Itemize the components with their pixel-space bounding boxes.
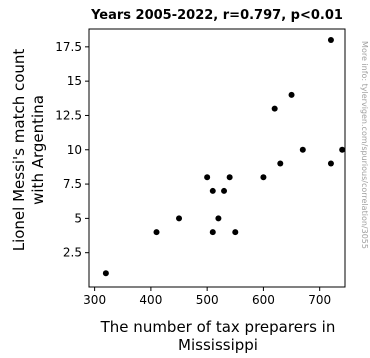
data-point <box>226 174 233 181</box>
x-tick-label: 600 <box>252 293 275 307</box>
y-tick-label: 2.5 <box>63 246 82 260</box>
x-tick-label: 700 <box>308 293 331 307</box>
y-tick-label: 17.5 <box>55 40 82 54</box>
chart-title: Years 2005-2022, r=0.797, p<0.01 <box>90 8 343 23</box>
x-tick-label: 400 <box>139 293 162 307</box>
x-tick-label: 300 <box>83 293 106 307</box>
y-axis-label-line-2: with Argentina <box>29 95 47 205</box>
data-point <box>260 174 267 181</box>
x-tick-label: 500 <box>196 293 219 307</box>
data-point <box>102 270 109 277</box>
y-axis-label-line-1: Lionel Messi's match count <box>10 49 28 252</box>
data-point <box>232 229 239 236</box>
data-point <box>288 91 295 98</box>
plot-frame <box>88 28 346 288</box>
y-axis-label: Lionel Messi's match count with Argentin… <box>10 49 47 252</box>
data-point <box>176 215 183 222</box>
y-tick-label: 7.5 <box>63 177 82 191</box>
y-tick-label: 12.5 <box>55 108 82 122</box>
data-point <box>271 105 278 112</box>
data-point <box>204 174 211 181</box>
y-tick-label: 15 <box>67 74 82 88</box>
data-point <box>299 146 306 153</box>
data-point <box>153 229 160 236</box>
data-point <box>209 229 216 236</box>
x-axis-label-line-2: Mississippi <box>178 336 258 354</box>
data-point <box>327 36 334 43</box>
data-point <box>339 146 346 153</box>
x-axis-label: The number of tax preparers in Mississip… <box>100 318 336 354</box>
data-point <box>327 160 334 167</box>
watermark: More info: tylervigen.com/spurious/corre… <box>360 41 369 249</box>
data-point <box>221 187 228 194</box>
data-point <box>209 187 216 194</box>
x-axis-label-line-1: The number of tax preparers in <box>100 318 336 336</box>
data-point <box>215 215 222 222</box>
y-tick-label: 10 <box>67 143 82 157</box>
data-point <box>277 160 284 167</box>
y-tick-label: 5 <box>74 211 82 225</box>
